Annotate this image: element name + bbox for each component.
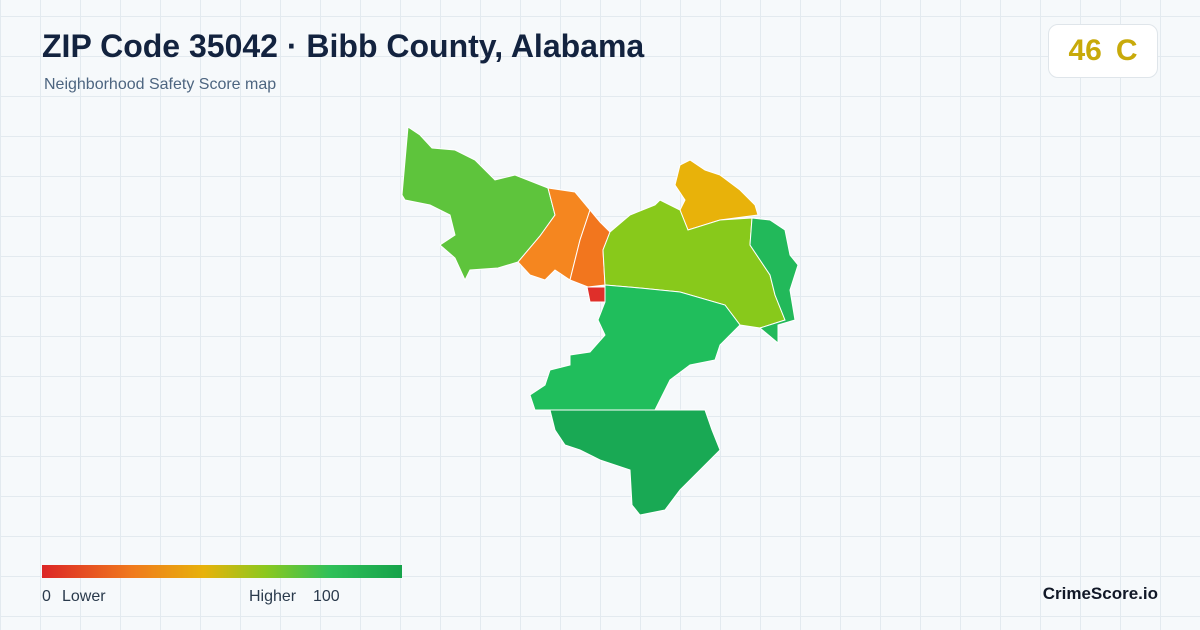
region bbox=[517, 187, 591, 281]
legend-low-label: Lower bbox=[62, 588, 106, 605]
region bbox=[586, 286, 606, 303]
region bbox=[401, 126, 556, 282]
region bbox=[674, 159, 759, 231]
region bbox=[749, 217, 799, 345]
subtitle: Neighborhood Safety Score map bbox=[44, 76, 277, 93]
legend-max: 100 bbox=[313, 588, 340, 605]
score-badge: 46 C bbox=[1048, 24, 1158, 78]
legend-high-label: Higher bbox=[249, 588, 297, 605]
legend-min: 0 bbox=[42, 588, 51, 605]
region bbox=[529, 284, 741, 411]
region bbox=[549, 409, 721, 516]
brand: CrimeScore.io bbox=[1042, 584, 1158, 603]
legend-bar bbox=[42, 565, 402, 578]
title: ZIP Code 35042 · Bibb County, Alabama bbox=[42, 28, 645, 64]
score: 46 bbox=[1068, 34, 1102, 67]
grade: C bbox=[1115, 34, 1138, 67]
